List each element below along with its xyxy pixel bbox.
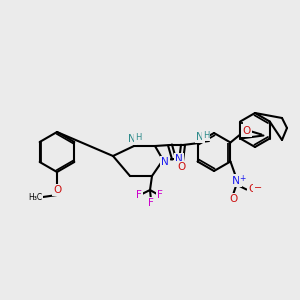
Text: N: N <box>161 157 169 167</box>
Text: +: + <box>239 174 246 183</box>
Text: N: N <box>175 154 183 164</box>
Text: N: N <box>128 134 136 144</box>
Text: O: O <box>242 125 250 136</box>
Text: F: F <box>148 198 154 208</box>
Text: O: O <box>177 162 185 172</box>
Text: H₃C: H₃C <box>28 193 42 202</box>
Text: O: O <box>229 194 238 205</box>
Text: N: N <box>232 176 241 185</box>
Text: H: H <box>203 131 209 140</box>
Text: F: F <box>136 190 142 200</box>
Text: H: H <box>135 134 141 142</box>
Text: O: O <box>248 184 256 194</box>
Text: O: O <box>53 185 61 195</box>
Text: N: N <box>196 132 204 142</box>
Text: F: F <box>157 190 163 200</box>
Text: −: − <box>254 184 262 194</box>
